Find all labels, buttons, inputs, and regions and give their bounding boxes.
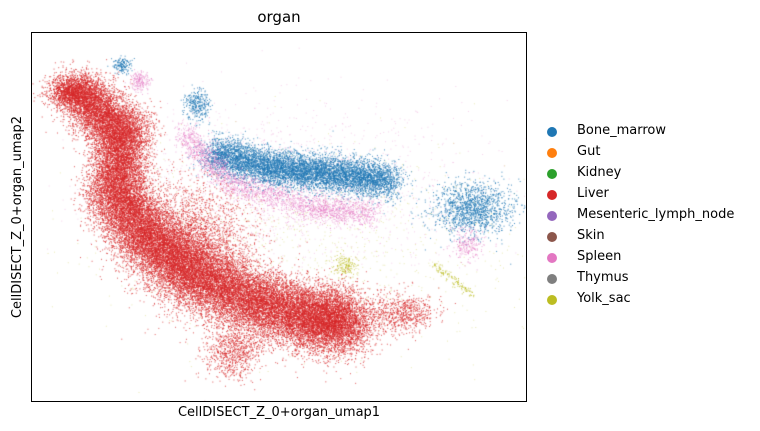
legend-marker	[547, 190, 557, 200]
legend-marker	[547, 169, 557, 179]
legend-marker	[547, 211, 557, 221]
legend-label: Liver	[577, 186, 609, 201]
legend-marker	[547, 127, 557, 137]
legend-label: Spleen	[577, 249, 622, 264]
legend-label: Skin	[577, 228, 605, 243]
chart-title: organ	[257, 8, 301, 26]
legend-label: Mesenteric_lymph_node	[577, 207, 735, 222]
y-axis-label: CellDISECT_Z_0+organ_umap2	[10, 115, 25, 319]
legend-marker	[547, 232, 557, 242]
legend-marker	[547, 148, 557, 158]
umap-scatter-points	[32, 33, 526, 401]
x-axis-label: CellDISECT_Z_0+organ_umap1	[177, 405, 381, 420]
legend-label: Yolk_sac	[577, 291, 631, 306]
legend-label: Gut	[577, 144, 601, 159]
legend-marker	[547, 274, 557, 284]
legend-label: Thymus	[577, 270, 629, 285]
legend-label: Kidney	[577, 165, 622, 180]
legend-label: Bone_marrow	[577, 123, 667, 138]
plot-area	[31, 32, 527, 402]
legend-marker	[547, 253, 557, 263]
legend-marker	[547, 295, 557, 305]
